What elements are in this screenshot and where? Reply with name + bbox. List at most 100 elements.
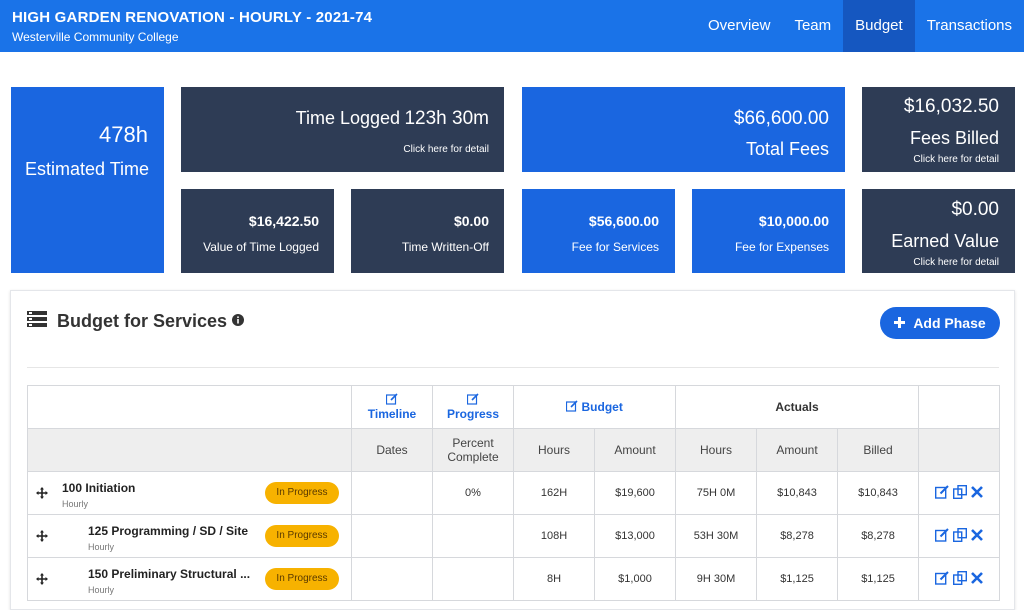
tab-transactions[interactable]: Transactions (926, 17, 1012, 34)
fee-expenses-card: $10,000.00 Fee for Expenses (692, 189, 845, 273)
percent-label-2: Complete (447, 450, 499, 464)
percent-cell: 0% (432, 471, 514, 515)
fees-billed-detail-link[interactable]: Click here for detail (913, 154, 999, 165)
actions-header (918, 385, 1001, 429)
actual-hours-cell: 53H 30M (675, 514, 758, 558)
move-icon[interactable] (36, 530, 48, 545)
status-badge: In Progress (265, 568, 339, 590)
info-icon[interactable] (232, 313, 245, 331)
edit-icon[interactable] (935, 527, 949, 545)
blank-header (27, 385, 352, 429)
time-logged-detail-link[interactable]: Click here for detail (403, 144, 489, 155)
estimated-time-value: 478h (99, 122, 148, 147)
phase-name-cell: 125 Programming / SD / Site Hourly In Pr… (27, 514, 352, 558)
earned-value-label: Earned Value (891, 231, 999, 251)
budget-amount-cell: $1,000 (593, 557, 677, 601)
budget-amount-cell: $13,000 (593, 514, 677, 558)
actual-amount-cell: $1,125 (756, 557, 839, 601)
panel-title: Budget for Services (57, 311, 228, 331)
phase-type: Hourly (88, 585, 115, 595)
total-fees-value: $66,600.00 (733, 108, 829, 129)
project-title: HIGH GARDEN RENOVATION - HOURLY - 2021-7… (12, 9, 373, 26)
phase-type: Hourly (88, 542, 115, 552)
time-written-off-card: $0.00 Time Written-Off (351, 189, 504, 273)
tab-budget[interactable]: Budget (843, 0, 915, 52)
earned-value-value: $0.00 (951, 199, 999, 220)
fee-services-value: $56,600.00 (588, 213, 659, 229)
progress-header[interactable]: Progress (432, 385, 514, 429)
copy-icon[interactable] (953, 570, 968, 588)
plus-icon (894, 315, 906, 331)
estimated-time-label: Estimated Time (25, 159, 150, 179)
delete-icon[interactable] (971, 571, 983, 587)
panel-header: Budget for Services (27, 311, 245, 332)
actual-amount-cell: $10,843 (756, 471, 839, 515)
dates-cell (351, 514, 433, 558)
status-badge: In Progress (265, 482, 339, 504)
edit-icon[interactable] (935, 570, 949, 588)
earned-value-detail-link[interactable]: Click here for detail (913, 257, 999, 268)
budget-amount-column-header: Amount (593, 428, 677, 472)
budget-header[interactable]: Budget (512, 385, 677, 429)
phase-type: Hourly (62, 499, 89, 509)
fee-services-label: Fee for Services (571, 240, 659, 254)
dates-column-header: Dates (351, 428, 433, 472)
estimated-time-card: 478h Estimated Time (11, 87, 164, 273)
add-phase-button[interactable]: Add Phase (880, 307, 1000, 339)
phase-name-cell: 150 Preliminary Structural ... Hourly In… (27, 557, 352, 601)
phase-name[interactable]: 125 Programming / SD / Site (88, 524, 249, 538)
tab-overview[interactable]: Overview (707, 17, 771, 34)
billed-cell: $10,843 (837, 471, 920, 515)
phase-name[interactable]: 150 Preliminary Structural ... (88, 567, 251, 581)
client-name: Westerville Community College (12, 30, 179, 44)
actual-hours-column-header: Hours (675, 428, 758, 472)
budget-hours-column-header: Hours (513, 428, 595, 472)
value-time-logged-value: $16,422.50 (248, 213, 319, 229)
budget-panel: Budget for Services Add Phase Timeline P… (10, 290, 1015, 610)
fees-billed-card[interactable]: $16,032.50 Fees Billed Click here for de… (862, 87, 1015, 172)
actual-hours-cell: 9H 30M (675, 557, 758, 601)
time-logged-label: Time Logged (295, 108, 401, 128)
edit-icon[interactable] (935, 484, 949, 502)
billed-column-header: Billed (837, 428, 920, 472)
actions-cell (918, 514, 1001, 558)
table-row: 125 Programming / SD / Site Hourly In Pr… (27, 514, 1001, 558)
delete-icon[interactable] (971, 485, 983, 501)
timeline-label: Timeline (367, 407, 417, 421)
move-icon[interactable] (36, 573, 48, 588)
timeline-header[interactable]: Timeline (351, 385, 433, 429)
phase-name[interactable]: 100 Initiation (62, 481, 136, 495)
actuals-label: Actuals (775, 400, 819, 414)
move-icon[interactable] (36, 487, 48, 502)
actual-hours-cell: 75H 0M (675, 471, 758, 515)
edit-icon (566, 400, 578, 412)
earned-value-card[interactable]: $0.00 Earned Value Click here for detail (862, 189, 1015, 273)
total-fees-label: Total Fees (745, 139, 829, 159)
nav-tabs: Overview Team Budget Transactions (696, 0, 1024, 52)
progress-label: Progress (446, 407, 500, 421)
column-header-row: Dates Percent Complete Hours Amount Hours… (27, 428, 1001, 472)
time-logged-card[interactable]: Time Logged 123h 30m Click here for deta… (181, 87, 504, 172)
copy-icon[interactable] (953, 527, 968, 545)
time-written-off-value: $0.00 (453, 213, 489, 229)
edit-icon (386, 393, 398, 405)
list-icon (27, 311, 47, 332)
top-bar: HIGH GARDEN RENOVATION - HOURLY - 2021-7… (0, 0, 1024, 52)
delete-icon[interactable] (971, 528, 983, 544)
dates-cell (351, 557, 433, 601)
actions-cell (918, 557, 1001, 601)
tab-team[interactable]: Team (794, 17, 832, 34)
budget-table: Timeline Progress Budget Actuals Dates P… (27, 385, 1001, 601)
copy-icon[interactable] (953, 484, 968, 502)
budget-amount-cell: $19,600 (593, 471, 677, 515)
phase-name-cell: 100 Initiation Hourly In Progress (27, 471, 352, 515)
actuals-header: Actuals (675, 385, 920, 429)
billed-cell: $1,125 (837, 557, 920, 601)
budget-hours-cell: 108H (513, 514, 595, 558)
table-row: 100 Initiation Hourly In Progress 0% 162… (27, 471, 1001, 515)
budget-label: Budget (581, 400, 623, 414)
dates-cell (351, 471, 433, 515)
percent-column-header: Percent Complete (432, 428, 514, 472)
fees-billed-value: $16,032.50 (903, 96, 999, 117)
value-time-logged-card: $16,422.50 Value of Time Logged (181, 189, 334, 273)
